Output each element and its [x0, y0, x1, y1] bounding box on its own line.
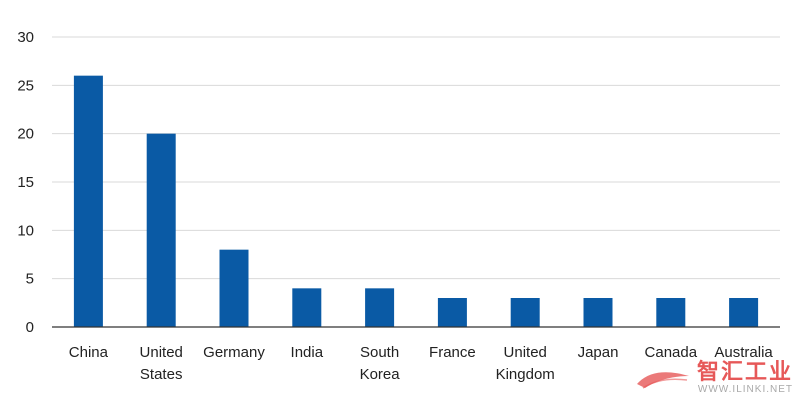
- x-tick-label: Japan: [578, 344, 619, 361]
- y-tick-label: 30: [17, 29, 34, 46]
- bar: [510, 298, 540, 327]
- x-tick-label-line: United: [504, 344, 547, 361]
- bar: [437, 298, 467, 327]
- watermark-logo-icon: [636, 372, 689, 389]
- bar: [73, 75, 103, 328]
- x-tick-label-line: Kingdom: [496, 366, 555, 383]
- x-tick-label-line: France: [429, 344, 476, 361]
- x-tick-label-line: United: [140, 344, 183, 361]
- y-tick-label: 10: [17, 222, 34, 239]
- x-tick-label-line: China: [69, 344, 109, 361]
- x-tick-label: United Kingdom: [496, 344, 555, 383]
- y-tick-label: 25: [17, 77, 34, 94]
- x-tick-label: India: [291, 344, 324, 361]
- x-tick-label-line: South: [360, 344, 399, 361]
- x-tick-label: Germany: [203, 344, 265, 361]
- y-tick-label: 15: [17, 174, 34, 191]
- x-tick-label-line: Japan: [578, 344, 619, 361]
- bar: [583, 298, 613, 327]
- x-tick-label: Canada: [645, 344, 698, 361]
- bar: [292, 288, 322, 327]
- x-tick-label-line: Korea: [360, 366, 401, 383]
- x-tick-label: France: [429, 344, 476, 361]
- x-tick-label-line: Germany: [203, 344, 265, 361]
- watermark-text: 智汇工业: [696, 360, 793, 385]
- y-tick-label: 20: [17, 126, 34, 143]
- y-tick-label: 5: [26, 271, 34, 288]
- x-tick-label: China: [69, 344, 109, 361]
- watermark-url: WWW.ILINKI.NET: [697, 384, 793, 395]
- y-tick-label: 0: [26, 319, 34, 336]
- x-tick-label: United States: [140, 344, 183, 383]
- bar: [365, 288, 395, 327]
- bar: [729, 298, 759, 327]
- x-axis-labels: China United States Germany India South Korea F…: [69, 344, 774, 383]
- watermark: 智汇工业 WWW.ILINKI.NET: [635, 362, 793, 396]
- y-axis-ticks: 0 5 10 15 20 25 30: [17, 29, 34, 336]
- x-tick-label-line: States: [140, 366, 183, 383]
- x-tick-label-line: Australia: [714, 344, 773, 361]
- bar: [219, 249, 249, 327]
- bar: [146, 133, 176, 327]
- x-tick-label: Australia: [714, 344, 773, 361]
- x-tick-label-line: India: [291, 344, 324, 361]
- bars: [73, 75, 759, 328]
- x-tick-label-line: Canada: [645, 344, 698, 361]
- x-tick-label: South Korea: [360, 344, 401, 383]
- bar: [656, 298, 686, 327]
